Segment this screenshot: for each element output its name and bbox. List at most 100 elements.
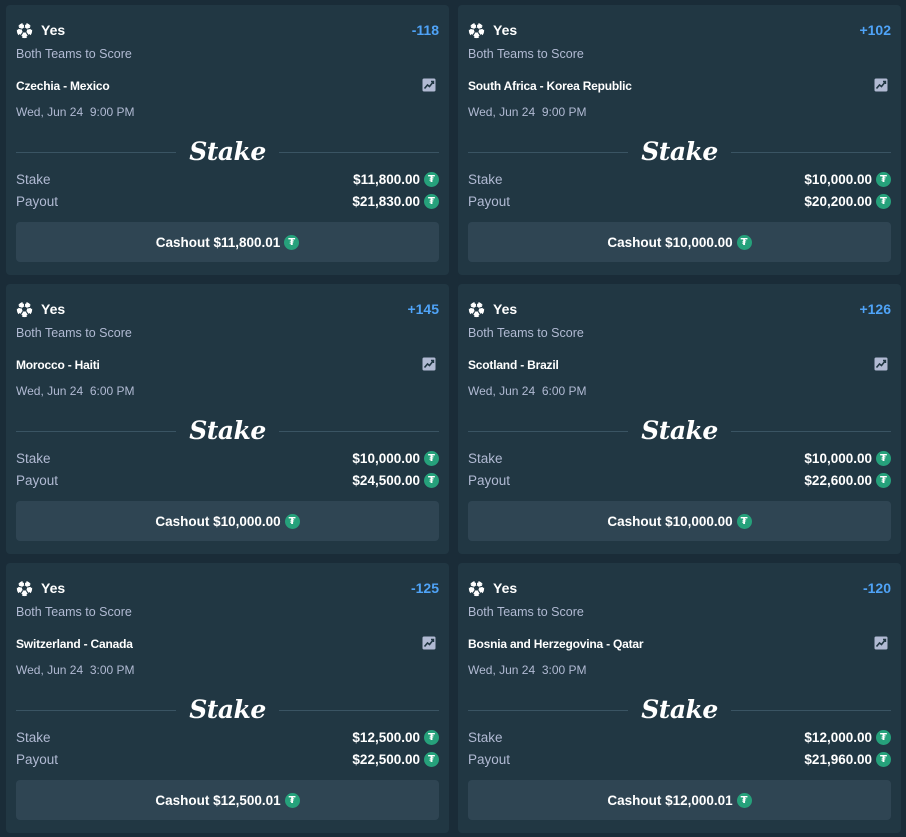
payout-amount: $21,960.00 ₮ bbox=[804, 751, 891, 767]
brand-divider: Stake bbox=[16, 137, 439, 167]
bet-header: Yes +145 bbox=[16, 300, 439, 318]
cashout-button[interactable]: Cashout $11,800.01 ₮ bbox=[16, 222, 439, 262]
divider-line bbox=[730, 709, 891, 711]
divider-line bbox=[468, 430, 629, 432]
tether-coin-icon: ₮ bbox=[876, 472, 891, 488]
match-date: Wed, Jun 24 6:00 PM bbox=[16, 384, 135, 398]
bet-odds: -125 bbox=[410, 580, 439, 596]
cashout-label: Cashout $12,000.01 bbox=[607, 792, 733, 808]
cashout-label: Cashout $10,000.00 bbox=[155, 513, 281, 529]
cashout-button[interactable]: Cashout $12,500.01 ₮ bbox=[16, 780, 439, 820]
bet-odds: -120 bbox=[862, 580, 891, 596]
payout-row: Payout $21,830.00 ₮ bbox=[16, 192, 439, 210]
divider-line bbox=[468, 709, 629, 711]
divider-line bbox=[730, 151, 891, 153]
soccer-ball-icon bbox=[16, 300, 33, 318]
stats-chart-icon[interactable] bbox=[874, 357, 888, 371]
tether-coin-icon: ₮ bbox=[424, 472, 439, 488]
payout-row: Payout $22,600.00 ₮ bbox=[468, 471, 891, 489]
tether-coin-icon: ₮ bbox=[876, 171, 891, 187]
match-name[interactable]: Scotland - Brazil bbox=[468, 358, 559, 372]
payout-amount: $20,200.00 ₮ bbox=[804, 193, 891, 209]
stats-chart-icon[interactable] bbox=[874, 636, 888, 650]
stake-amount: $12,500.00 ₮ bbox=[352, 729, 439, 745]
bet-odds: +126 bbox=[859, 301, 891, 317]
tether-coin-icon: ₮ bbox=[424, 450, 439, 466]
payout-label: Payout bbox=[468, 751, 511, 767]
stake-value: $12,000.00 bbox=[804, 729, 872, 745]
tether-coin-icon: ₮ bbox=[876, 193, 891, 209]
stake-logo: Stake bbox=[641, 137, 718, 166]
match-name[interactable]: Morocco - Haiti bbox=[16, 358, 100, 372]
bet-header: Yes -125 bbox=[16, 579, 439, 597]
payout-value: $21,960.00 bbox=[804, 751, 872, 767]
tether-coin-icon: ₮ bbox=[424, 729, 439, 745]
bet-odds: -118 bbox=[411, 22, 439, 38]
bet-header: Yes +126 bbox=[468, 300, 891, 318]
payout-value: $21,830.00 bbox=[352, 193, 420, 209]
match-name[interactable]: Switzerland - Canada bbox=[16, 637, 133, 651]
payout-label: Payout bbox=[468, 193, 511, 209]
divider-line bbox=[278, 430, 439, 432]
divider-line bbox=[468, 151, 629, 153]
stake-label: Stake bbox=[468, 729, 503, 745]
payout-label: Payout bbox=[16, 472, 59, 488]
payout-row: Payout $24,500.00 ₮ bbox=[16, 471, 439, 489]
bet-market: Both Teams to Score bbox=[16, 326, 132, 340]
stake-logo: Stake bbox=[189, 137, 266, 166]
match-date: Wed, Jun 24 3:00 PM bbox=[16, 663, 135, 677]
stake-logo: Stake bbox=[189, 695, 266, 724]
tether-coin-icon: ₮ bbox=[284, 792, 300, 808]
payout-label: Payout bbox=[468, 472, 511, 488]
bet-market: Both Teams to Score bbox=[468, 47, 584, 61]
stake-label: Stake bbox=[16, 729, 51, 745]
bet-card: Yes +145 Both Teams to Score Morocco - H… bbox=[6, 284, 449, 554]
cashout-button[interactable]: Cashout $12,000.01 ₮ bbox=[468, 780, 891, 820]
cashout-label: Cashout $12,500.01 bbox=[155, 792, 281, 808]
bet-market: Both Teams to Score bbox=[16, 605, 132, 619]
brand-divider: Stake bbox=[468, 695, 891, 725]
stats-chart-icon[interactable] bbox=[422, 78, 436, 92]
bet-pick: Yes bbox=[41, 22, 66, 38]
payout-value: $20,200.00 bbox=[804, 193, 872, 209]
tether-coin-icon: ₮ bbox=[284, 513, 300, 529]
stake-value: $10,000.00 bbox=[804, 171, 872, 187]
bet-market: Both Teams to Score bbox=[468, 605, 584, 619]
divider-line bbox=[16, 151, 177, 153]
stake-row: Stake $11,800.00 ₮ bbox=[16, 170, 439, 188]
tether-coin-icon: ₮ bbox=[424, 751, 439, 767]
brand-divider: Stake bbox=[16, 695, 439, 725]
cashout-button[interactable]: Cashout $10,000.00 ₮ bbox=[16, 501, 439, 541]
match-name[interactable]: Czechia - Mexico bbox=[16, 79, 110, 93]
payout-amount: $22,500.00 ₮ bbox=[352, 751, 439, 767]
bet-card: Yes -120 Both Teams to Score Bosnia and … bbox=[458, 563, 901, 833]
stake-label: Stake bbox=[468, 171, 503, 187]
match-name[interactable]: South Africa - Korea Republic bbox=[468, 79, 632, 93]
match-date: Wed, Jun 24 9:00 PM bbox=[16, 105, 135, 119]
stats-chart-icon[interactable] bbox=[422, 357, 436, 371]
match-name[interactable]: Bosnia and Herzegovina - Qatar bbox=[468, 637, 644, 651]
payout-value: $24,500.00 bbox=[352, 472, 420, 488]
payout-value: $22,500.00 bbox=[352, 751, 420, 767]
tether-coin-icon: ₮ bbox=[736, 513, 752, 529]
bet-slip-grid: Yes -118 Both Teams to Score Czechia - M… bbox=[6, 5, 901, 833]
cashout-label: Cashout $10,000.00 bbox=[607, 234, 733, 250]
soccer-ball-icon bbox=[16, 579, 33, 597]
stake-row: Stake $12,000.00 ₮ bbox=[468, 728, 891, 746]
stake-amount: $12,000.00 ₮ bbox=[804, 729, 891, 745]
brand-divider: Stake bbox=[468, 137, 891, 167]
payout-value: $22,600.00 bbox=[804, 472, 872, 488]
cashout-button[interactable]: Cashout $10,000.00 ₮ bbox=[468, 222, 891, 262]
stake-label: Stake bbox=[468, 450, 503, 466]
stake-value: $12,500.00 bbox=[352, 729, 420, 745]
brand-divider: Stake bbox=[468, 416, 891, 446]
stats-chart-icon[interactable] bbox=[422, 636, 436, 650]
stake-amount: $10,000.00 ₮ bbox=[804, 450, 891, 466]
stake-row: Stake $10,000.00 ₮ bbox=[468, 170, 891, 188]
cashout-label: Cashout $11,800.01 bbox=[155, 234, 281, 250]
stats-chart-icon[interactable] bbox=[874, 78, 888, 92]
cashout-button[interactable]: Cashout $10,000.00 ₮ bbox=[468, 501, 891, 541]
stake-label: Stake bbox=[16, 171, 51, 187]
match-date: Wed, Jun 24 6:00 PM bbox=[468, 384, 587, 398]
payout-label: Payout bbox=[16, 751, 59, 767]
